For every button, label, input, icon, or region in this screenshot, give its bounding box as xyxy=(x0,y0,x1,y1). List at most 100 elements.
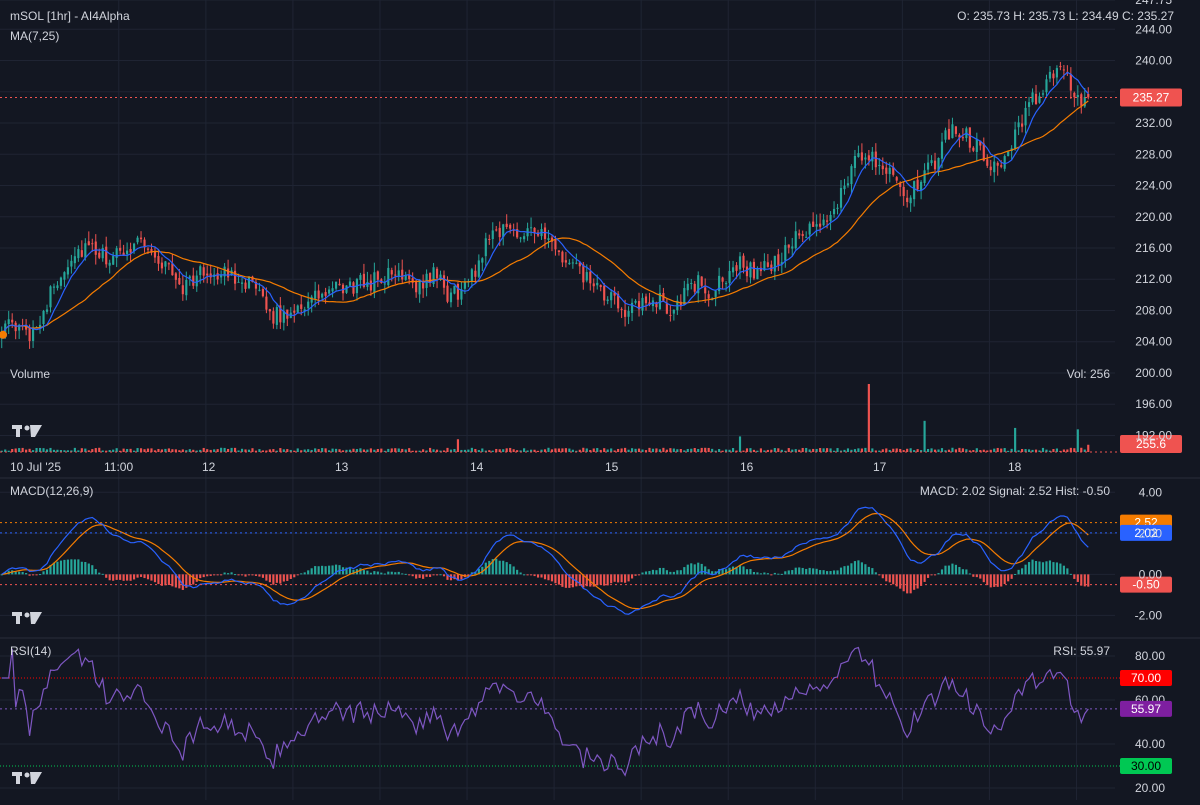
macd-hist-bar xyxy=(404,573,407,575)
candle-body xyxy=(56,285,59,289)
candle-body xyxy=(1003,156,1006,169)
candle-body xyxy=(7,319,10,325)
volume-bar xyxy=(676,449,679,452)
macd-hist-bar xyxy=(376,571,379,575)
candle-body xyxy=(233,270,237,284)
volume-bar xyxy=(637,448,641,452)
macd-hist-bar xyxy=(1027,562,1031,575)
candle-body xyxy=(442,275,446,288)
price-axis-tick: 212.00 xyxy=(1135,272,1172,286)
macd-hist-bar xyxy=(996,574,999,587)
volume-bar xyxy=(909,448,912,452)
candle-body xyxy=(401,269,404,280)
candle-body xyxy=(460,289,463,300)
volume-bar xyxy=(1055,448,1058,452)
volume-bar xyxy=(146,448,150,452)
candle-body xyxy=(73,256,76,264)
macd-hist-bar xyxy=(268,574,271,583)
macd-hist-bar xyxy=(571,574,574,588)
volume-bar xyxy=(1069,447,1072,452)
macd-hist-bar xyxy=(474,571,477,575)
volume-bar xyxy=(624,447,627,452)
macd-hist-bar xyxy=(864,564,867,575)
macd-hist-bar xyxy=(526,574,529,576)
macd-hist-bar xyxy=(756,572,759,575)
candle-body xyxy=(272,311,275,324)
candle-body xyxy=(512,229,515,231)
candle-body xyxy=(181,285,184,295)
candle-body xyxy=(206,273,209,276)
candle-body xyxy=(533,227,536,234)
macd-hist-bar xyxy=(937,573,940,575)
volume-bar xyxy=(164,448,167,452)
candle-body xyxy=(449,292,453,303)
macd-hist-bar xyxy=(105,574,108,578)
volume-bar xyxy=(836,448,839,452)
candle-body xyxy=(498,227,501,238)
volume-bar xyxy=(470,447,473,452)
candle-body xyxy=(1038,96,1041,103)
macd-hist-bar xyxy=(651,569,655,575)
macd-hist-bar xyxy=(947,565,951,575)
candle-body xyxy=(129,248,132,253)
volume-pane-label: Volume xyxy=(10,367,51,381)
macd-hist-bar xyxy=(442,574,446,577)
volume-bar xyxy=(888,449,891,452)
price-axis-tick: 208.00 xyxy=(1135,303,1172,317)
candle-body xyxy=(94,241,97,255)
volume-bar xyxy=(63,450,66,452)
volume-bar xyxy=(700,447,703,452)
macd-hist-bar xyxy=(119,574,122,580)
macd-value-tag xyxy=(1120,576,1172,593)
macd-hist-bar xyxy=(366,570,369,575)
macd-hist-bar xyxy=(307,570,310,575)
volume-bar xyxy=(153,450,157,452)
price-axis-tick: 200.00 xyxy=(1135,366,1172,380)
candle-body xyxy=(11,319,14,323)
macd-hist-bar xyxy=(721,568,724,575)
volume-bar xyxy=(752,449,756,452)
volume-bar xyxy=(913,450,916,452)
volume-bar xyxy=(157,448,160,452)
last-price-tag-text: 235.27 xyxy=(1133,90,1170,104)
macd-hist-bar xyxy=(801,567,804,575)
macd-hist-bar xyxy=(787,570,790,575)
macd-hist-bar xyxy=(52,562,56,575)
rsi-axis-tick: 80.00 xyxy=(1135,649,1165,663)
volume-bar xyxy=(484,450,487,452)
macd-hist-bar xyxy=(352,569,355,575)
candle-body xyxy=(592,283,595,287)
volume-bar xyxy=(606,449,609,452)
candle-body xyxy=(1045,79,1048,93)
candle-body xyxy=(860,152,863,161)
macd-axis-tick: 2.00 xyxy=(1139,526,1163,540)
volume-bar xyxy=(728,449,731,452)
macd-hist-bar xyxy=(446,574,449,580)
volume-bar xyxy=(857,448,860,452)
candle-body xyxy=(937,157,940,172)
macd-hist-bar xyxy=(460,574,463,580)
candle-body xyxy=(916,179,919,190)
macd-hist-bar xyxy=(293,574,296,578)
volume-bar xyxy=(693,448,696,452)
volume-bar xyxy=(59,450,63,452)
candle-body xyxy=(543,227,547,239)
macd-hist-bar xyxy=(568,574,571,588)
candle-body xyxy=(756,267,759,280)
macd-hist-bar xyxy=(153,574,157,583)
volume-bar xyxy=(449,449,453,452)
macd-hist-bar xyxy=(80,561,83,575)
macd-hist-bar xyxy=(502,560,505,575)
volume-bar xyxy=(202,447,205,452)
candle-body xyxy=(49,286,52,308)
volume-bar xyxy=(561,448,564,452)
macd-hist-bar xyxy=(529,574,533,576)
candle-body xyxy=(669,315,672,317)
macd-hist-bar xyxy=(199,574,202,579)
macd-hist-bar xyxy=(345,567,348,575)
candle-body xyxy=(279,305,282,323)
volume-bar xyxy=(77,450,80,452)
candle-body xyxy=(268,309,271,312)
